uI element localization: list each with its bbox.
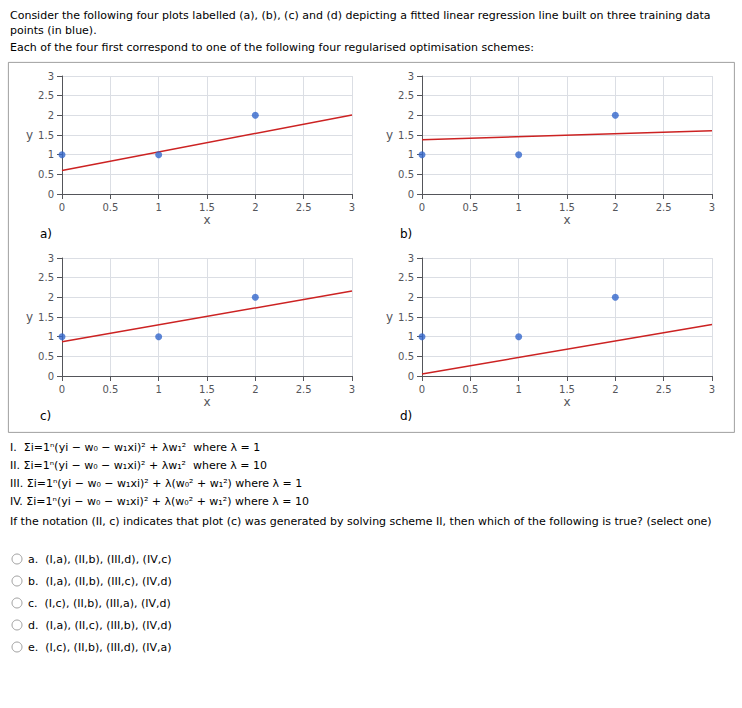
- svg-text:3: 3: [48, 253, 54, 264]
- svg-text:2.5: 2.5: [398, 90, 414, 101]
- svg-text:0.5: 0.5: [462, 384, 478, 395]
- svg-text:1.5: 1.5: [199, 202, 215, 213]
- svg-text:1.5: 1.5: [398, 130, 414, 141]
- svg-text:1.5: 1.5: [398, 312, 414, 323]
- svg-text:2.5: 2.5: [296, 202, 312, 213]
- svg-text:II. Σi=1ⁿ(yi − w₀ − w₁xi)² + λ: II. Σi=1ⁿ(yi − w₀ − w₁xi)² + λw₁² where …: [10, 459, 267, 472]
- svg-text:x: x: [563, 213, 570, 227]
- svg-text:2: 2: [48, 110, 54, 121]
- svg-text:2: 2: [612, 202, 618, 213]
- svg-text:0: 0: [419, 384, 425, 395]
- svg-text:0.5: 0.5: [398, 169, 414, 180]
- svg-text:0: 0: [419, 202, 425, 213]
- svg-text:x: x: [203, 213, 210, 227]
- svg-text:0.5: 0.5: [102, 384, 118, 395]
- svg-text:2: 2: [408, 292, 414, 303]
- svg-text:2.5: 2.5: [38, 90, 54, 101]
- svg-text:e. (I,c), (II,b), (III,d), (I: e. (I,c), (II,b), (III,d), (IV,a): [28, 641, 172, 654]
- svg-text:2: 2: [252, 384, 258, 395]
- svg-text:c. (I,c), (II,b), (III,a), (I: c. (I,c), (II,b), (III,a), (IV,d): [28, 597, 171, 610]
- svg-text:1.5: 1.5: [38, 130, 54, 141]
- svg-text:0: 0: [408, 371, 414, 382]
- svg-text:2.5: 2.5: [656, 202, 672, 213]
- svg-text:If the notation (II, c) indica: If the notation (II, c) indicates that p…: [10, 515, 712, 528]
- svg-text:III. Σi=1ⁿ(yi − w₀ − w₁xi)² +: III. Σi=1ⁿ(yi − w₀ − w₁xi)² + λ(w₀² + w₁…: [10, 477, 302, 490]
- svg-text:2: 2: [408, 110, 414, 121]
- svg-text:y: y: [386, 128, 393, 142]
- svg-text:3: 3: [48, 71, 54, 82]
- svg-text:1: 1: [515, 202, 521, 213]
- svg-text:y: y: [26, 128, 33, 142]
- svg-text:0.5: 0.5: [462, 202, 478, 213]
- svg-text:d. (I,a), (II,c), (III,b), (I: d. (I,a), (II,c), (III,b), (IV,d): [28, 619, 172, 632]
- svg-text:1.5: 1.5: [38, 312, 54, 323]
- svg-text:IV. Σi=1ⁿ(yi − w₀ − w₁xi)² + λ: IV. Σi=1ⁿ(yi − w₀ − w₁xi)² + λ(w₀² + w₁²…: [10, 495, 309, 508]
- svg-text:0: 0: [59, 384, 65, 395]
- svg-text:1: 1: [155, 384, 161, 395]
- svg-text:2.5: 2.5: [656, 384, 672, 395]
- svg-text:y: y: [386, 310, 393, 324]
- svg-text:0: 0: [48, 189, 54, 200]
- svg-text:0: 0: [408, 189, 414, 200]
- svg-text:3: 3: [349, 202, 355, 213]
- svg-text:2: 2: [252, 202, 258, 213]
- svg-text:1: 1: [515, 384, 521, 395]
- svg-text:0.5: 0.5: [38, 351, 54, 362]
- svg-text:3: 3: [408, 253, 414, 264]
- svg-text:points (in blue).: points (in blue).: [10, 24, 97, 37]
- svg-text:2.5: 2.5: [296, 384, 312, 395]
- svg-text:Consider the following four pl: Consider the following four plots labell…: [10, 9, 714, 22]
- svg-text:1: 1: [408, 149, 414, 160]
- svg-text:1.5: 1.5: [559, 202, 575, 213]
- svg-text:d): d): [400, 409, 412, 423]
- svg-text:I. Σi=1ⁿ(yi − w₀ − w₁xi)² + λ: I. Σi=1ⁿ(yi − w₀ − w₁xi)² + λw₁² where λ…: [10, 441, 260, 454]
- svg-text:0: 0: [48, 371, 54, 382]
- svg-text:1.5: 1.5: [559, 384, 575, 395]
- svg-text:0.5: 0.5: [102, 202, 118, 213]
- svg-text:2: 2: [612, 384, 618, 395]
- svg-text:2.5: 2.5: [398, 272, 414, 283]
- svg-text:x: x: [563, 395, 570, 409]
- svg-text:1.5: 1.5: [199, 384, 215, 395]
- svg-text:3: 3: [408, 71, 414, 82]
- svg-text:0.5: 0.5: [38, 169, 54, 180]
- svg-text:1: 1: [155, 202, 161, 213]
- svg-text:3: 3: [709, 202, 715, 213]
- svg-text:0.5: 0.5: [398, 351, 414, 362]
- svg-text:1: 1: [48, 331, 54, 342]
- svg-text:0: 0: [59, 202, 65, 213]
- svg-text:3: 3: [709, 384, 715, 395]
- svg-text:2: 2: [48, 292, 54, 303]
- svg-text:b): b): [400, 227, 412, 241]
- svg-text:Each of the four first corresp: Each of the four first correspond to one…: [10, 41, 534, 54]
- svg-text:1: 1: [48, 149, 54, 160]
- svg-text:a): a): [40, 227, 52, 241]
- svg-text:1: 1: [408, 331, 414, 342]
- svg-text:2.5: 2.5: [38, 272, 54, 283]
- svg-text:c): c): [40, 409, 51, 423]
- svg-text:y: y: [26, 310, 33, 324]
- svg-text:x: x: [203, 395, 210, 409]
- svg-text:3: 3: [349, 384, 355, 395]
- svg-text:b. (I,a), (II,b), (III,c), (I: b. (I,a), (II,b), (III,c), (IV,d): [28, 575, 172, 588]
- svg-text:a. (I,a), (II,b), (III,d), (I: a. (I,a), (II,b), (III,d), (IV,c): [28, 553, 172, 566]
